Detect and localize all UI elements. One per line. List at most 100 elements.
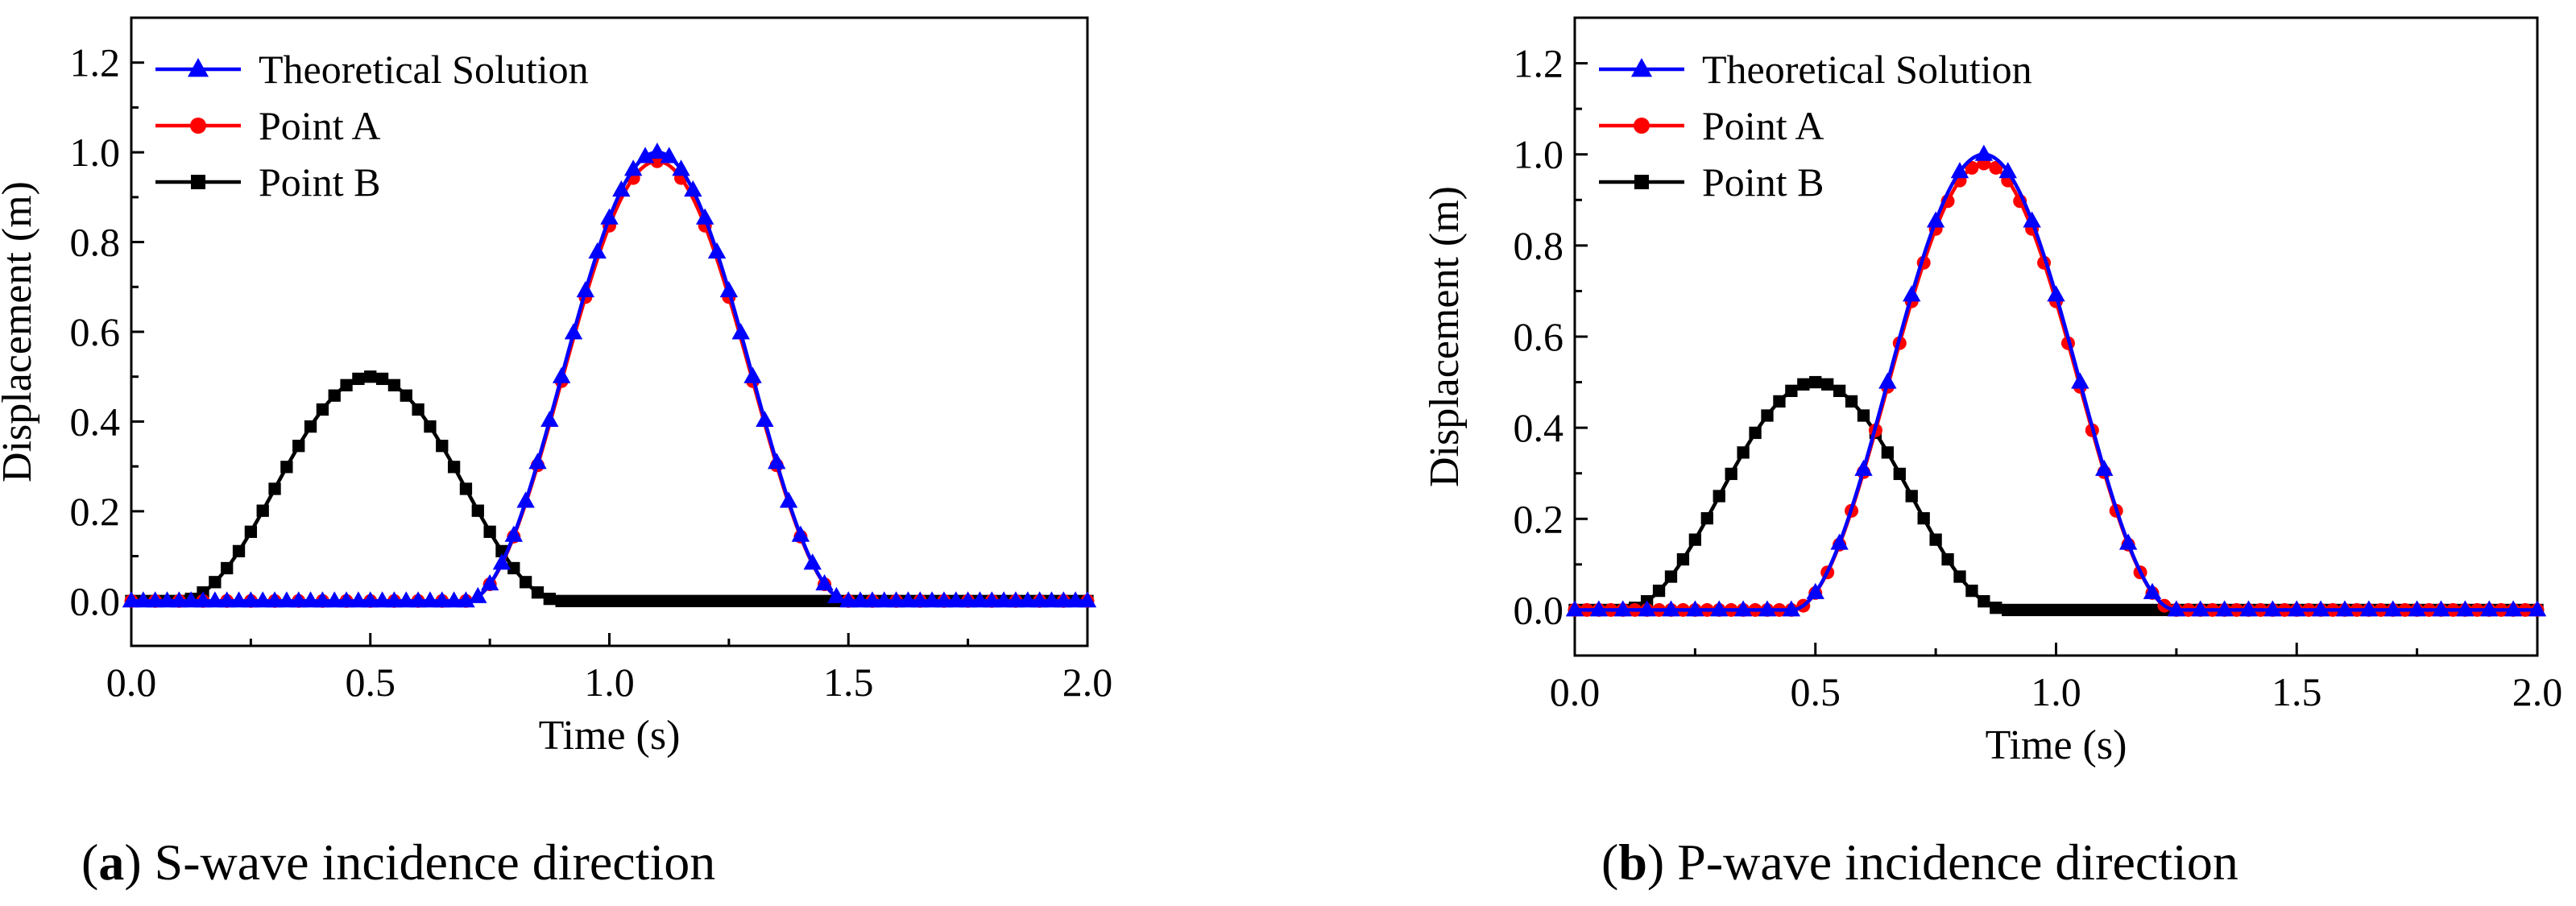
chart-a-data-point [412,403,425,416]
chart-a-series-square [125,370,1094,607]
legend-marker [187,57,209,77]
legend-label: Point A [259,103,380,148]
chart-a-data-point [663,594,676,607]
chart-b-xtick-label: 0.0 [1550,669,1601,714]
chart-a-data-point [519,576,532,589]
chart-b-data-point [2408,600,2426,617]
chart-a-data-point [447,461,461,474]
chart-a-data-point [818,594,831,607]
chart-a-data-point [648,143,667,159]
chart-a-data-point [600,208,619,225]
chart-a-data-point [651,594,664,607]
chart-a-data-point [851,591,870,608]
chart-b-ytick-label: 1.2 [1514,41,1564,86]
chart-b-data-point [1638,600,1656,617]
chart-b-data-point [1676,552,1690,566]
chart-b-data-point [1737,446,1750,459]
chart-a-data-point [971,591,989,608]
chart-b-series-square [1568,375,2544,617]
chart-a-data-point [242,591,260,608]
chart-b-data-point [2480,600,2499,617]
chart-b-data-point [2098,603,2110,617]
chart-a-data-point [660,147,678,163]
caption-a-text: S-wave incidence direction [155,834,716,891]
chart-b-data-point [1917,511,1930,525]
chart-a-data-point [158,591,176,608]
chart-b-data-point [2143,582,2162,599]
chart-b-series-line [1575,152,2537,612]
chart-b-data-point [2061,603,2075,617]
chart-a-series-triangle [122,143,1097,608]
chart-b-data-point [1821,378,1834,391]
chart-a-data-point [304,420,317,433]
chart-a-data-point [504,525,524,542]
chart-a-data-point [289,591,308,608]
chart-a-data-point [591,594,604,607]
chart-b-data-point [1903,285,1921,302]
chart-a-data-point [672,159,690,176]
chart-a-data-point [863,591,882,608]
chart-a-data-point [695,208,714,225]
chart-a-data-point [806,594,819,607]
chart-a-data-point [516,491,535,508]
chart-a-xtick-label: 0.0 [106,660,157,705]
chart-b-data-point [1950,162,1969,179]
chart-a-data-point [782,594,795,607]
chart-b-data-point [1965,160,1979,175]
chart-a-data-point [361,591,379,608]
chart-a-ytick-label: 0.8 [70,220,121,265]
chart-a-data-point [459,482,473,495]
chart-a-data-point [507,561,520,575]
chart-a-data-point [746,594,760,607]
chart-a-data-point [779,491,798,508]
chart-b-data-point [2263,600,2282,617]
chart-a-data-point [567,594,580,607]
chart-a-data-point [564,323,583,340]
chart-a-data-point [1030,591,1049,608]
chart-b-data-point [2049,603,2063,617]
chart-a-data-point [743,366,762,383]
chart-a-data-point [424,420,437,433]
chart-a-data-point [337,591,356,608]
chart-b-data-point [1941,552,1954,566]
chart-b-data-point [2047,285,2065,302]
chart-a-ylabel: Displacement (m) [0,181,40,482]
chart-a-data-point [946,591,965,608]
chart-b-data-point [1929,533,1942,546]
chart-a-data-point [280,461,293,474]
chart-b-data-point [2023,211,2041,228]
chart-a-data-point [543,592,556,606]
chart-a-data-point [301,591,320,608]
chart-b-data-point [1652,584,1666,598]
chart-a-data-point [256,504,269,517]
chart-a-data-point [265,591,284,608]
chart-b-ytick-label: 1.0 [1514,132,1564,177]
chart-a-data-point [686,594,700,607]
chart-b-data-point [1809,375,1822,389]
chart-b-data-point [2215,600,2234,617]
chart-a-data-point [615,594,627,607]
chart-b-data-point [1878,372,1897,389]
chart-a-data-point [230,591,248,608]
chart-b-data-point [1797,378,1810,391]
chart-a-data-point [385,591,404,608]
chart-a-data-point [325,591,344,608]
chart-a-data-point [540,410,559,428]
chart-b-data-point [1613,600,1632,617]
chart-b-data-point [2528,600,2547,617]
chart-b-data-point [2002,603,2015,617]
chart-b-data-point [2134,603,2147,617]
chart-a-data-point [471,504,484,517]
chart-a-data-point [623,159,643,176]
chart-b-data-point [1845,395,1858,408]
chart-a-data-point [316,403,329,416]
chart-a-data-point [815,573,834,591]
chart-a-xtick-label: 1.0 [584,660,635,705]
chart-b-data-point [2073,603,2087,617]
chart-b-data-point [1664,570,1678,583]
chart-a-data-point [791,525,810,542]
caption-b-label: b [1618,834,1647,891]
chart-b-data-point [2071,372,2089,389]
chart-a-data-point [277,591,296,608]
chart-b-data-point [1758,600,1777,617]
